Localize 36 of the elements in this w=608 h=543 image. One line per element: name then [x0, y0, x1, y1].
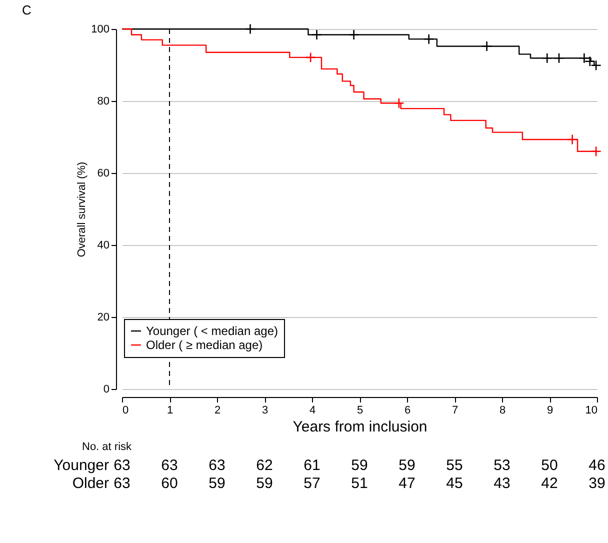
point	[481, 40, 492, 52]
point	[542, 52, 553, 64]
point	[423, 34, 434, 44]
x-tick-label: 5	[356, 404, 364, 416]
text: No. at risk	[82, 441, 132, 453]
x-tick-label: 2	[214, 404, 221, 416]
point	[244, 24, 256, 34]
x-tick-label: 3	[262, 404, 268, 416]
legend-label: Younger ( < median age)	[146, 324, 278, 338]
y-tick-label: 40	[97, 240, 110, 252]
y-tick-label: 20	[97, 312, 110, 324]
x-tick-label: 4	[309, 404, 316, 416]
point	[566, 134, 578, 145]
x-axis-title: Years from inclusion	[292, 418, 428, 436]
legend-label: Older ( ≥ median age)	[146, 338, 263, 352]
x-tick-label: 6	[404, 404, 411, 416]
point	[305, 52, 316, 63]
x-tick-label: 7	[452, 404, 458, 416]
x-tick-label: 0	[122, 404, 129, 416]
text: Younger 63 63 63 62 61 59 59 55 53 50 46	[54, 457, 606, 474]
y-tick-label: 80	[97, 96, 110, 108]
x-tick-label: 1	[166, 404, 174, 416]
y-tick-label: 60	[97, 168, 110, 180]
point	[590, 146, 602, 157]
x-tick-label: 8	[499, 404, 506, 416]
point	[311, 29, 322, 40]
point	[394, 98, 404, 109]
point	[348, 29, 360, 40]
point	[554, 52, 564, 64]
x-tick-label: 10	[585, 404, 598, 416]
chart-title: C	[22, 2, 32, 18]
y-axis-title: Overall survival (%)	[76, 162, 88, 258]
y-tick-label: 100	[91, 24, 110, 36]
y-tick-label: 0	[103, 384, 110, 396]
text: Older 63 60 59 59 57 51 47 45 43 42 39	[72, 475, 606, 492]
x-tick-label: 9	[546, 404, 554, 416]
